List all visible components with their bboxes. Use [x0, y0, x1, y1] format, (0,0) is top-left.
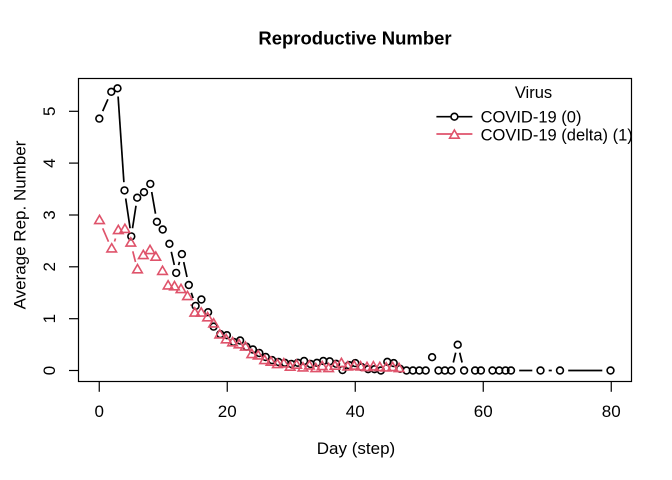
svg-text:60: 60: [474, 402, 493, 421]
svg-text:Virus: Virus: [515, 84, 552, 102]
svg-text:Average Rep. Number: Average Rep. Number: [11, 140, 30, 309]
svg-text:2: 2: [40, 262, 59, 271]
svg-text:5: 5: [40, 107, 59, 116]
svg-text:Reproductive Number: Reproductive Number: [258, 28, 451, 49]
svg-text:COVID-19 (delta) (1): COVID-19 (delta) (1): [481, 126, 633, 144]
svg-text:80: 80: [602, 402, 621, 421]
svg-text:40: 40: [346, 402, 365, 421]
svg-text:1: 1: [40, 314, 59, 323]
svg-text:0: 0: [40, 366, 59, 375]
svg-text:3: 3: [40, 210, 59, 219]
svg-text:0: 0: [95, 402, 104, 421]
svg-text:20: 20: [218, 402, 237, 421]
svg-text:COVID-19 (0): COVID-19 (0): [481, 109, 582, 127]
svg-text:4: 4: [40, 158, 59, 167]
svg-text:Day (step): Day (step): [317, 439, 395, 458]
